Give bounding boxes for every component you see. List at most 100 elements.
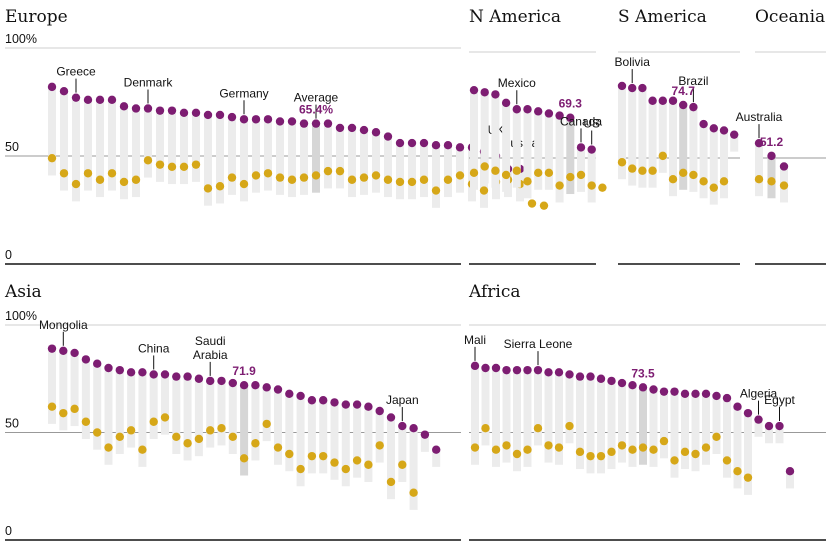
- top-dot: [251, 381, 260, 390]
- panel-oceania: Oceania Australia 51.2: [736, 7, 826, 265]
- bottom-dot: [689, 170, 698, 180]
- top-dot: [160, 370, 170, 379]
- bottom-dot: [383, 175, 393, 184]
- top-dot: [191, 108, 201, 118]
- top-dot: [712, 391, 721, 401]
- range-bar: [649, 389, 658, 467]
- top-dot: [586, 372, 595, 381]
- top-dot: [555, 111, 564, 120]
- range-bar: [492, 368, 500, 467]
- top-dot: [273, 385, 283, 394]
- top-dot: [81, 355, 91, 364]
- top-dot: [239, 115, 249, 124]
- range-bar: [660, 391, 668, 459]
- range-bar: [264, 119, 272, 191]
- top-dot: [275, 117, 285, 126]
- bottom-dot: [722, 456, 732, 465]
- top-dot: [215, 110, 225, 120]
- bottom-dot: [104, 443, 113, 452]
- bottom-dot: [544, 168, 554, 178]
- top-dot: [502, 365, 511, 375]
- bottom-dot: [138, 445, 147, 454]
- bottom-dot: [712, 432, 721, 441]
- range-bar: [523, 109, 532, 199]
- top-dot: [679, 100, 688, 110]
- bottom-dot: [409, 488, 418, 497]
- bottom-dot: [419, 175, 429, 184]
- top-dot: [431, 141, 441, 150]
- top-dot: [59, 87, 69, 96]
- bottom-dot: [239, 179, 249, 189]
- top-dot: [779, 162, 789, 171]
- top-dot: [383, 132, 393, 141]
- top-dot: [311, 119, 321, 128]
- top-dot: [364, 402, 373, 411]
- bottom-dot: [576, 170, 586, 180]
- range-bar: [720, 130, 728, 199]
- top-dot: [335, 123, 345, 133]
- top-dot: [115, 365, 125, 375]
- top-dot: [649, 385, 658, 394]
- top-dot: [701, 389, 711, 398]
- top-dot: [263, 115, 273, 124]
- top-dot: [59, 346, 68, 355]
- top-dot: [659, 387, 669, 396]
- range-bar: [444, 145, 452, 198]
- country-label: Brazil: [678, 74, 708, 88]
- country-label: Australia: [736, 110, 783, 124]
- bottom-dot: [754, 175, 764, 184]
- top-dot: [668, 96, 678, 105]
- range-bar: [168, 110, 176, 185]
- top-dot: [512, 105, 521, 114]
- range-bar: [577, 147, 585, 192]
- range-bar: [364, 406, 373, 482]
- top-dot: [371, 128, 381, 137]
- bottom-dot: [262, 419, 271, 429]
- country-label: Bolivia: [615, 55, 651, 69]
- average-value-label: 65.4%: [299, 103, 333, 117]
- y-tick-label: 100%: [5, 309, 37, 323]
- average-value-label: 51.2: [760, 135, 784, 149]
- bottom-dot: [398, 460, 407, 469]
- range-bar: [471, 365, 479, 465]
- top-dot: [239, 381, 249, 390]
- top-dot: [71, 93, 81, 102]
- range-bar: [252, 119, 260, 193]
- top-dot: [70, 348, 79, 358]
- top-dot: [565, 370, 574, 379]
- range-bar: [408, 143, 416, 200]
- range-bar: [689, 107, 698, 192]
- range-bar: [300, 123, 308, 195]
- range-bar: [240, 119, 248, 202]
- range-bar: [396, 143, 404, 200]
- bottom-dot: [659, 436, 669, 446]
- bottom-dot: [311, 171, 321, 180]
- top-dot: [628, 83, 637, 93]
- bottom-dot: [119, 177, 129, 187]
- bottom-dot: [719, 177, 729, 186]
- range-bar: [502, 102, 511, 192]
- top-dot: [155, 106, 165, 115]
- top-dot: [691, 389, 700, 398]
- top-dot: [733, 402, 742, 411]
- bottom-dot: [767, 177, 776, 186]
- bottom-dot: [167, 162, 177, 171]
- bottom-dot: [93, 428, 102, 437]
- bottom-dot: [479, 186, 489, 195]
- top-dot: [359, 125, 369, 135]
- top-dot: [194, 374, 204, 383]
- top-dot: [95, 95, 105, 105]
- top-dot: [480, 88, 489, 97]
- y-tick-label: 50: [5, 417, 19, 431]
- top-dot: [172, 372, 181, 381]
- bottom-dot: [364, 460, 373, 469]
- range-bar: [48, 86, 56, 176]
- range-bar: [775, 426, 784, 444]
- panel-title: Asia: [4, 282, 42, 302]
- y-tick-label: 0: [5, 524, 12, 538]
- top-dot: [658, 96, 667, 105]
- top-dot: [179, 108, 189, 118]
